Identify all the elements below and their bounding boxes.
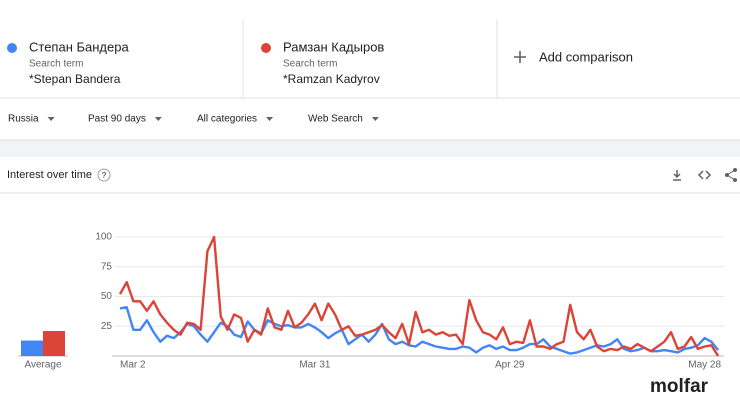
y-tick-label: 100 (95, 232, 112, 243)
filter-dropdown[interactable]: All categories (197, 114, 257, 125)
term-topic: *Stepan Bandera (29, 72, 121, 86)
x-tick-label: Mar 2 (120, 360, 146, 371)
term-name: Степан Бандера (29, 39, 129, 54)
dropdown-arrow (371, 117, 379, 121)
separator-band (0, 140, 740, 157)
share-icon[interactable] (725, 168, 737, 182)
term-dot (261, 43, 271, 53)
term-kind: Search term (283, 59, 337, 70)
series-line (119, 306, 720, 355)
x-tick-label: Apr 29 (495, 360, 525, 371)
average-bar (43, 331, 65, 356)
help-icon[interactable] (97, 168, 111, 182)
y-tick-label: 50 (101, 291, 113, 302)
average-bar (21, 340, 43, 356)
average-label: Average (24, 360, 62, 371)
term-dot (7, 43, 17, 53)
y-tick-label: 75 (101, 261, 113, 272)
term-name: Рамзан Кадыров (283, 39, 384, 54)
watermark: molfar (650, 376, 709, 397)
x-tick-label: Mar 31 (299, 360, 331, 371)
filter-dropdown[interactable]: Russia (8, 114, 39, 125)
help-icon-glyph: ? (102, 171, 107, 180)
add-comparison[interactable]: Add comparison (514, 49, 633, 64)
add-comparison-label[interactable]: Add comparison (539, 49, 633, 64)
filter-dropdown[interactable]: Web Search (308, 114, 363, 125)
chart-title: Interest over time (7, 169, 92, 181)
dropdown-arrow (47, 117, 55, 121)
dropdown-arrow (154, 117, 162, 121)
y-tick-label: 25 (101, 321, 113, 332)
series-line (118, 235, 720, 357)
filter-dropdown[interactable]: Past 90 days (88, 114, 146, 125)
x-tick-label: May 28 (688, 360, 721, 371)
term-topic: *Ramzan Kadyrov (283, 72, 380, 86)
plus-icon (514, 51, 526, 63)
share-lines (726, 169, 736, 181)
dropdown-arrow (266, 117, 274, 121)
term-kind: Search term (29, 59, 83, 70)
download-icon[interactable] (673, 170, 681, 181)
embed-icon[interactable] (697, 170, 712, 180)
